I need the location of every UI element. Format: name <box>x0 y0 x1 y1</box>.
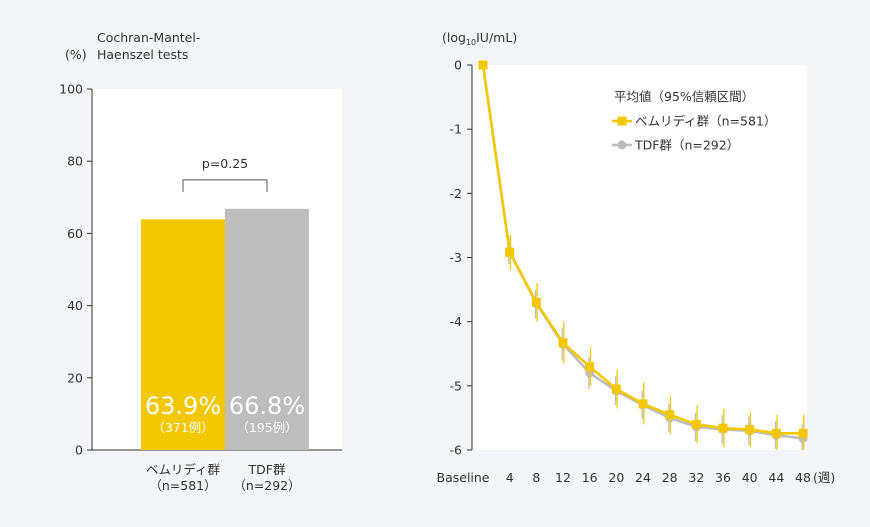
line-y-tick-label: -4 <box>450 314 463 329</box>
line-x-ticks: Baseline 4 8 12 16 20 24 28 32 36 40 44 48 (週) <box>437 470 836 485</box>
line-x-tick-label: 40 <box>742 470 758 485</box>
series-0 <box>478 60 808 450</box>
data-point <box>718 423 728 433</box>
series-layer <box>478 60 808 450</box>
legend-label: TDF群（n=292） <box>634 138 739 153</box>
line-plot-area <box>472 65 807 450</box>
bar-y-tick-label: 0 <box>75 443 83 458</box>
data-point <box>798 428 808 438</box>
line-x-tick-label: 12 <box>555 470 571 485</box>
bar-chart: Cochran-Mantel- Haenszel tests (%) 0 20 40… <box>59 30 342 493</box>
data-point <box>638 399 648 409</box>
data-point <box>611 384 621 394</box>
bar-value-label: 66.8% <box>229 392 305 420</box>
legend: 平均値（95%信頼区間） ベムリディ群（n=581） TDF群（n=292） <box>612 89 776 153</box>
data-point <box>531 297 541 307</box>
data-point <box>771 428 781 438</box>
data-point <box>745 424 755 434</box>
test-label-line2: Haenszel tests <box>97 47 188 62</box>
data-point <box>665 410 675 420</box>
legend-label: ベムリディ群（n=581） <box>635 114 776 129</box>
line-x-tick-label: 8 <box>532 470 540 485</box>
line-x-tick-label: 16 <box>582 470 598 485</box>
legend-marker <box>617 140 627 150</box>
bars: 63.9%（371例） 66.8%（195例） <box>141 208 309 450</box>
line-y-tick-label: -1 <box>450 122 462 137</box>
line-x-tick-label: Baseline <box>437 470 490 485</box>
bar-y-ticks: 0 20 40 60 80 100 <box>59 82 92 458</box>
data-point <box>505 247 515 257</box>
p-value-bracket <box>182 179 268 192</box>
bar-x-labels: ベムリディ群（n=581） TDF群（n=292） <box>146 462 301 493</box>
bar-y-tick-label: 100 <box>59 82 83 97</box>
line-x-tick-label: 20 <box>608 470 624 485</box>
legend-marker <box>617 116 627 126</box>
line-x-tick-label: 36 <box>715 470 731 485</box>
line-y-tick-label: -2 <box>450 186 462 201</box>
bar-category-label: TDF群 <box>248 462 286 477</box>
line-y-ticks: 0 -1 -2 -3 -4 -5 -6 <box>450 58 472 458</box>
data-point <box>478 60 488 70</box>
line-y-tick-label: 0 <box>454 58 462 73</box>
bar-category-label: ベムリディ群 <box>146 462 221 477</box>
bar-y-unit: (%) <box>65 47 87 62</box>
data-point <box>558 338 568 348</box>
line-y-tick-label: -5 <box>450 378 462 393</box>
line-x-tick-label: 4 <box>506 470 514 485</box>
line-x-tick-label: 24 <box>635 470 651 485</box>
bar-y-tick-label: 60 <box>67 226 83 241</box>
p-value: p=0.25 <box>202 156 248 171</box>
data-point <box>585 362 595 372</box>
test-label-line1: Cochran-Mantel- <box>97 30 200 45</box>
bar-count-label: （371例） <box>152 420 213 435</box>
line-chart: (log10IU/mL) 0-1-2-3-4-5-6 Baseline 4 8 12 1… <box>437 30 836 485</box>
bar <box>141 219 225 450</box>
data-point <box>691 419 701 429</box>
bar <box>225 208 309 450</box>
legend-items: ベムリディ群（n=581） TDF群（n=292） <box>612 114 776 153</box>
line-y-tick-label: -3 <box>450 250 462 265</box>
line-y-tick-label: -6 <box>450 443 463 458</box>
line-y-unit: (log10IU/mL) <box>442 30 517 47</box>
bar-count-label: （195例） <box>236 420 297 435</box>
line-x-unit: (週) <box>813 470 835 485</box>
bar-y-tick-label: 40 <box>67 298 83 313</box>
line-x-tick-label: 28 <box>662 470 678 485</box>
bar-y-tick-label: 20 <box>67 370 83 385</box>
line-x-tick-label: 48 <box>795 470 811 485</box>
bar-category-n: （n=292） <box>233 478 300 493</box>
bar-category-n: （n=581） <box>149 478 216 493</box>
line-x-tick-label: 44 <box>768 470 784 485</box>
bar-value-label: 63.9% <box>145 392 221 420</box>
line-x-tick-label: 32 <box>688 470 704 485</box>
legend-title: 平均値（95%信頼区間） <box>614 89 754 104</box>
bar-y-tick-label: 80 <box>67 154 83 169</box>
